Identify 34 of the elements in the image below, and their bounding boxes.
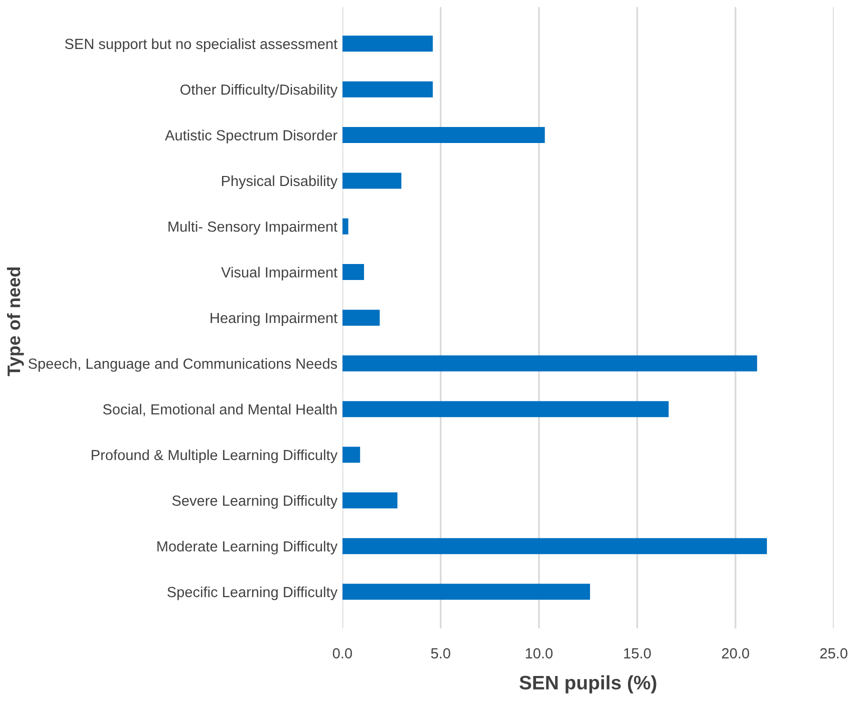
y-tick-label: Specific Learning Difficulty (167, 586, 338, 600)
bar (342, 36, 433, 52)
bar (342, 127, 545, 144)
y-tick-label: SEN support but no specialist assessment (65, 38, 338, 52)
x-tick-label: 5.0 (431, 648, 450, 658)
x-tick-label: 15.0 (624, 648, 651, 658)
y-tick-label: Severe Learning Difficulty (172, 495, 338, 509)
bar (342, 264, 364, 280)
bar (342, 492, 398, 508)
x-tick-label: 25.0 (820, 648, 848, 658)
bar (342, 218, 348, 234)
y-tick-label: Moderate Learning Difficulty (157, 540, 338, 554)
bar (342, 584, 590, 600)
y-tick-label: Autistic Spectrum Disorder (164, 130, 338, 144)
bar (342, 81, 433, 98)
x-tick-label: 20.0 (722, 648, 750, 658)
bar (342, 446, 360, 463)
x-tick-label: 10.0 (526, 648, 553, 658)
y-tick-label: Speech, Language and Communications Needs (28, 358, 338, 372)
y-tick-label: Profound & Multiple Learning Difficulty (92, 449, 338, 464)
y-tick-label: Multi- Sensory Impairment (168, 221, 338, 235)
y-axis-title: Type of need (6, 267, 24, 376)
bar (342, 355, 758, 372)
y-tick-label: Social, Emotional and Mental Health (103, 404, 337, 416)
bar (342, 538, 767, 554)
x-axis-title: SEN pupils (%) (519, 675, 656, 694)
y-tick-label: Physical Disability (222, 175, 338, 190)
y-tick-label: Hearing Impairment (210, 312, 338, 326)
bar (342, 401, 669, 418)
y-tick-label: Other Difficulty/Disability (180, 84, 338, 98)
bar (342, 310, 380, 326)
bar (342, 172, 402, 189)
x-tick-label: 0.0 (332, 648, 352, 658)
y-tick-label: Visual Impairment (221, 266, 338, 280)
